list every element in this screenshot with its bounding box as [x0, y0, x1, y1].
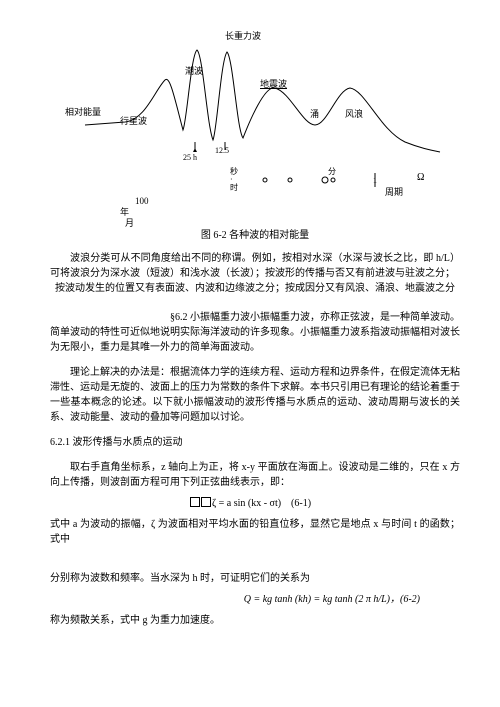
section-6-2-heading: §6.2 小振幅重力波小振幅重力波，亦称正弦波，是一种简单波动。简单波动的特性可… [50, 310, 460, 355]
y-axis-label: 相对能量 [65, 108, 101, 118]
label-planetary: 行星波 [120, 115, 147, 129]
para-coord: 取右手直角坐标系，z 轴向上为正，将 x-y 平面放在海面上。设波动是二维的，只… [50, 460, 460, 490]
tick-1: 1 [373, 175, 377, 187]
para-wavenumber: 分别称为波数和频率。当水深为 h 时，可证明它们的关系为 [50, 571, 460, 586]
para-theory: 理论上解决的办法是：根据流体力学的连续方程、运动方程和边界条件，在假定流体无粘滞… [50, 365, 460, 425]
para-classification-b: 按波动发生的位置又有表面波、内波和边缘波之分；按成因分又有风浪、涌浪、地震波之分 [50, 281, 460, 296]
label-tide: 潮波 [185, 65, 203, 79]
para-amplitude: 式中 a 为波动的振幅，ζ 为波面相对平均水面的铅直位移，显然它是地点 x 与时… [50, 517, 460, 547]
heading-6-2-1: 6.2.1 波形传播与水质点的运动 [50, 435, 460, 450]
energy-chart: 长重力波 相对能量 行星波 潮波 地震波 涌 风浪 25 h 12.5 秒·时 … [65, 30, 445, 220]
para-classification-a: 波浪分类可从不同角度给出不同的称谓。例如，按相对水深（水深与波长之比，即 h/L… [50, 251, 460, 281]
axis-sec: 秒·时 [230, 168, 238, 192]
axis-min: 分 [328, 168, 336, 176]
para-dispersion: 称为频散关系，式中 g 为重力加速度。 [50, 613, 460, 628]
label-wind: 风浪 [345, 108, 363, 122]
equation-6-2: Q = kg tanh (kh) = kg tanh (2 π h/L)，(6-… [50, 592, 460, 607]
label-seismic: 地震波 [260, 78, 287, 92]
x-period: 周期 [385, 186, 403, 200]
chart-title-top2: 长重力波 [225, 30, 261, 44]
omega: Ω [417, 170, 424, 185]
label-100: 100 [135, 195, 149, 209]
tick-12-5: 12.5 [215, 145, 229, 157]
label-surge: 涌 [310, 108, 319, 122]
tick-25h: 25 h [183, 152, 197, 164]
figure-caption: 图 6-2 各种波的相对能量 [50, 228, 460, 243]
label-month: 月 [125, 217, 134, 231]
equation-6-1: ζ = a sin (kx - σt) (6-1) [50, 496, 460, 511]
